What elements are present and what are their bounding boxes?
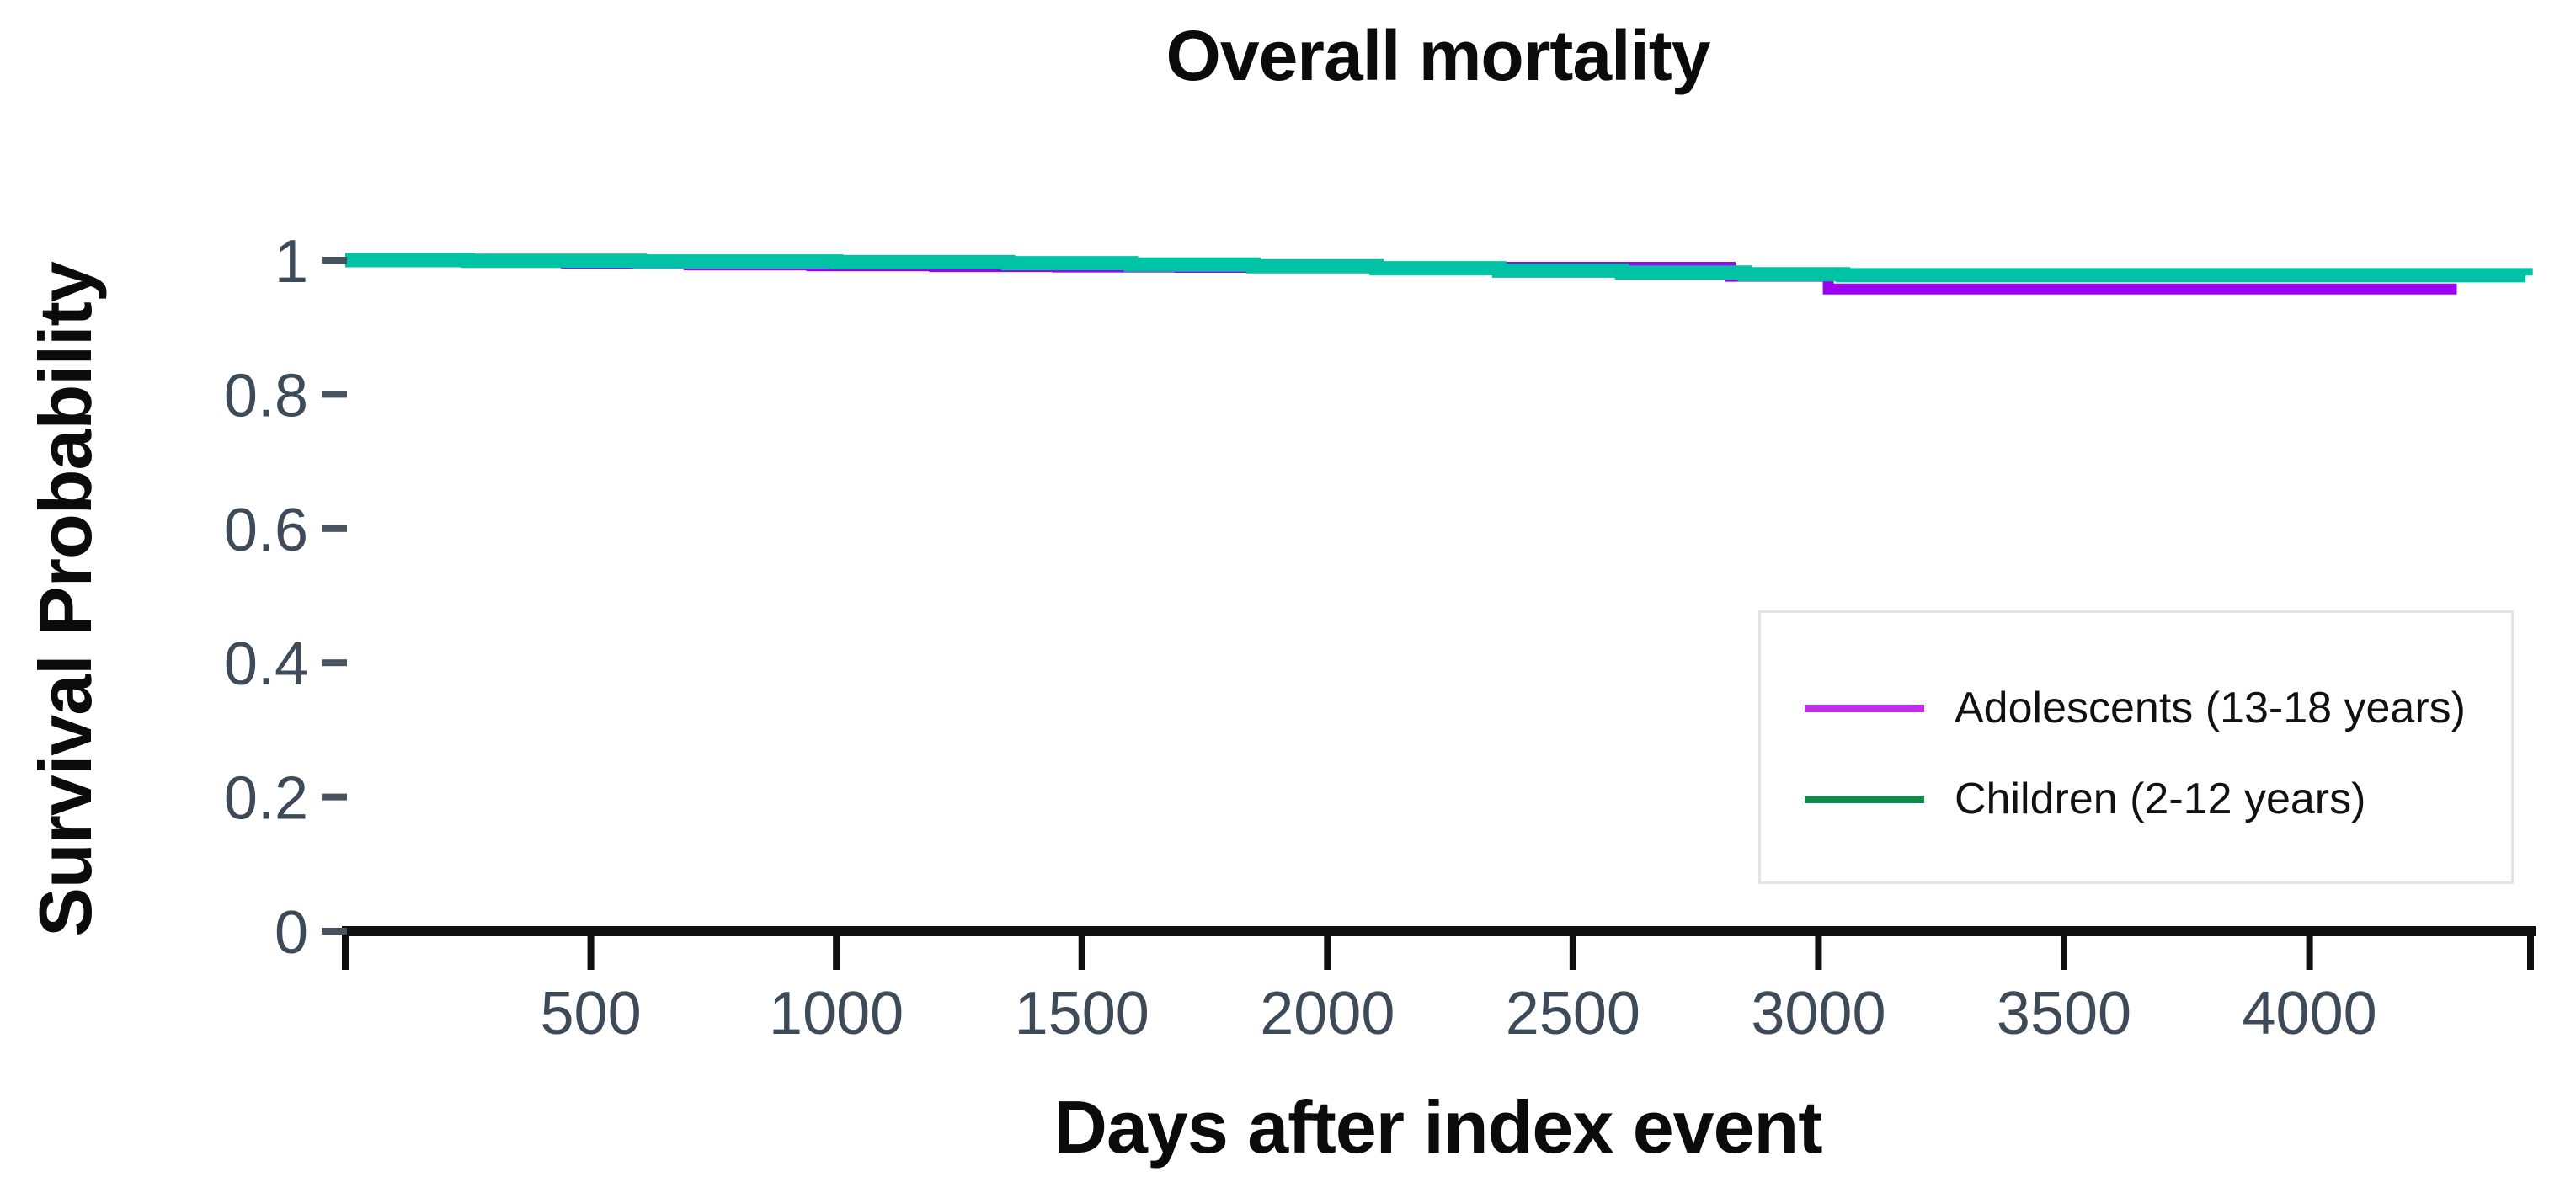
x-tick-label: 500 bbox=[541, 980, 642, 1047]
y-tick-mark bbox=[322, 793, 347, 801]
x-tick-mark bbox=[587, 929, 595, 970]
x-tick-label: 2000 bbox=[1260, 980, 1395, 1047]
y-tick-label: 0.4 bbox=[224, 631, 308, 698]
legend-item-children: Children (2-12 years) bbox=[1805, 775, 2366, 823]
y-tick-label: 0.2 bbox=[224, 765, 308, 833]
legend-label-children: Children (2-12 years) bbox=[1955, 775, 2366, 823]
x-tick-mark bbox=[342, 929, 349, 970]
x-tick-mark bbox=[1078, 929, 1085, 970]
y-tick-label: 0.8 bbox=[224, 362, 308, 429]
legend-swatch-adolescents-icon bbox=[1805, 704, 1924, 712]
x-tick-label: 4000 bbox=[2242, 980, 2376, 1047]
x-tick-label: 1000 bbox=[769, 980, 904, 1047]
x-tick-mark bbox=[833, 929, 840, 970]
x-tick-label: 1500 bbox=[1015, 980, 1149, 1047]
x-tick-mark bbox=[1815, 929, 1822, 970]
y-tick-label: 0 bbox=[275, 899, 308, 967]
x-tick-mark bbox=[2306, 929, 2313, 970]
legend-item-adolescents: Adolescents (13-18 years) bbox=[1805, 684, 2466, 732]
legend-label-adolescents: Adolescents (13-18 years) bbox=[1955, 684, 2466, 732]
chart-title: Overall mortality bbox=[1165, 16, 1711, 95]
y-tick-label: 0.6 bbox=[224, 497, 308, 564]
y-tick-mark bbox=[322, 525, 347, 532]
x-tick-label: 2500 bbox=[1506, 980, 1640, 1047]
x-tick-mark bbox=[2527, 929, 2534, 970]
y-tick-mark bbox=[322, 391, 347, 398]
x-tick-mark bbox=[2061, 929, 2068, 970]
y-tick-mark bbox=[322, 257, 347, 264]
legend: Adolescents (13-18 years) Children (2-12… bbox=[1758, 610, 2514, 884]
curve-children bbox=[345, 253, 2533, 283]
x-tick-mark bbox=[1324, 929, 1331, 970]
y-tick-mark bbox=[322, 659, 347, 667]
x-axis-line bbox=[342, 926, 2536, 936]
y-tick-label: 1 bbox=[275, 228, 308, 296]
x-tick-label: 3000 bbox=[1751, 980, 1885, 1047]
y-tick-mark bbox=[322, 928, 347, 935]
x-tick-mark bbox=[1569, 929, 1576, 970]
x-axis-title: Days after index event bbox=[1053, 1085, 1822, 1169]
legend-swatch-children-icon bbox=[1805, 795, 1924, 803]
x-tick-label: 3500 bbox=[1997, 980, 2131, 1047]
